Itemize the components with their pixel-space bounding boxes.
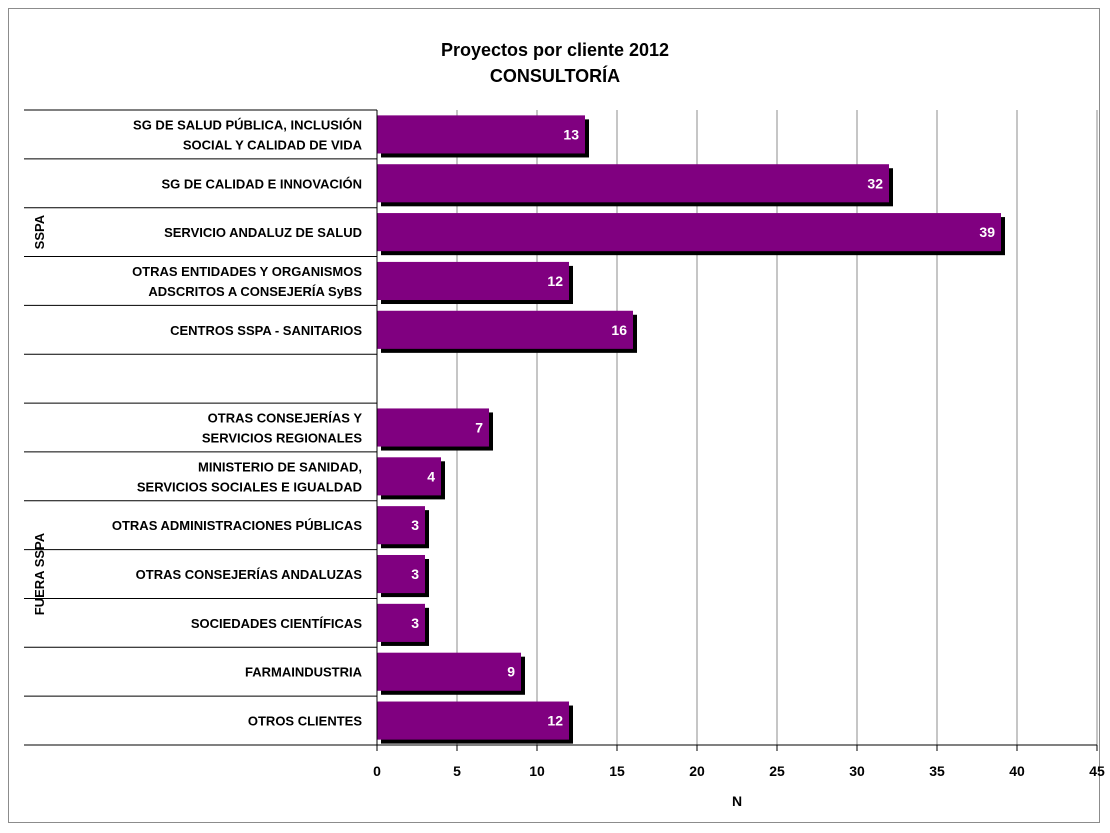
category-label: SG DE CALIDAD E INNOVACIÓN [161,176,362,191]
category-label: SERVICIOS REGIONALES [202,431,362,446]
category-label: OTRAS ENTIDADES Y ORGANISMOS [132,264,362,279]
x-axis-label: N [732,793,742,809]
bar [377,261,569,301]
bar [377,310,633,349]
x-tick-label: 10 [529,763,545,779]
category-label: MINISTERIO DE SANIDAD, [198,459,362,474]
bar [377,506,425,545]
group-label: SSPA [32,214,47,249]
data-label: 39 [979,224,995,240]
x-tick-label: 30 [849,763,865,779]
category-label: ADSCRITOS A CONSEJERÍA SyBS [148,284,362,299]
category-label: SERVICIO ANDALUZ DE SALUD [164,225,362,240]
data-label: 4 [427,468,435,484]
bar [377,701,569,740]
x-tick-label: 5 [453,763,461,779]
bar [377,408,489,447]
chart-title: Proyectos por cliente 2012 [440,40,670,60]
category-label: SOCIAL Y CALIDAD DE VIDA [183,137,363,152]
bar [377,164,889,203]
category-label: SERVICIOS SOCIALES E IGUALDAD [137,479,362,494]
bar [377,457,441,496]
x-tick-label: 20 [689,763,705,779]
bar [377,115,585,154]
x-tick-label: 0 [373,763,381,779]
data-label: 16 [611,322,627,338]
x-tick-label: 45 [1089,763,1105,779]
chart-subtitle: CONSULTORÍA [489,66,621,86]
bar [377,652,521,691]
category-label: OTRAS ADMINISTRACIONES PÚBLICAS [112,518,362,533]
group-label: FUERA SSPA [32,532,47,615]
bar [377,213,1001,252]
x-tick-label: 40 [1009,763,1025,779]
data-label: 3 [411,615,419,631]
category-label: SG DE SALUD PÚBLICA, INCLUSIÓN [133,117,362,132]
data-label: 13 [563,126,579,142]
category-label: SOCIEDADES CIENTÍFICAS [191,616,363,631]
data-label: 9 [507,664,515,680]
data-label: 3 [411,517,419,533]
x-tick-label: 15 [609,763,625,779]
data-label: 12 [547,273,563,289]
category-label: FARMAINDUSTRIA [245,665,363,680]
category-label: OTROS CLIENTES [248,714,362,729]
bar [377,554,425,594]
category-label: OTRAS CONSEJERÍAS Y [208,411,363,426]
x-tick-label: 35 [929,763,945,779]
data-label: 7 [475,420,483,436]
category-label: CENTROS SSPA - SANITARIOS [170,323,362,338]
category-label: OTRAS CONSEJERÍAS ANDALUZAS [136,567,363,582]
data-label: 3 [411,566,419,582]
data-label: 12 [547,713,563,729]
data-label: 32 [867,175,883,191]
x-tick-label: 25 [769,763,785,779]
bar [377,603,425,642]
